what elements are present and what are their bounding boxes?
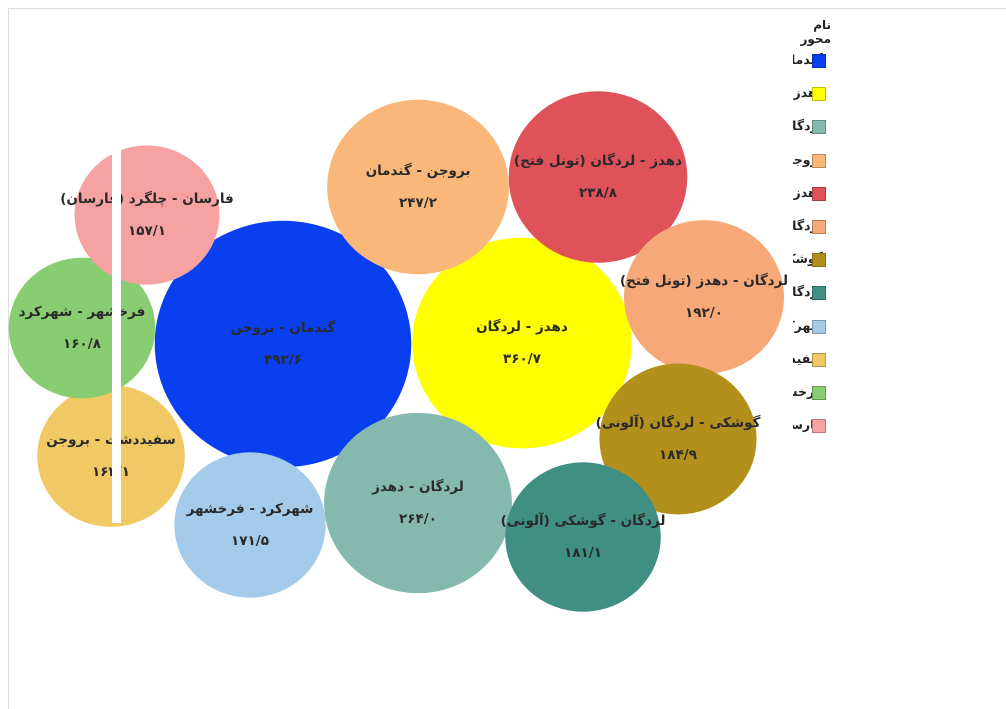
bubble-circle: [174, 452, 326, 598]
legend-swatch: [812, 386, 826, 400]
legend-item: لردگان - دهدز (تونل فتح): [793, 217, 1006, 237]
legend-swatch: [812, 352, 826, 367]
bubble-value-label: ۱۷۱/۵: [231, 533, 269, 549]
bubble-circle: [599, 363, 757, 515]
legend-swatch: [812, 286, 826, 301]
bubble-value-label: ۱۶۰/۸: [63, 336, 102, 352]
bubble-name-label: فارسان - چلگرد (فارسان): [60, 190, 234, 207]
bubble-circle: [154, 220, 412, 468]
legend-swatch: [812, 220, 826, 234]
legend: نام محور گندمان - بروجن دهدز - لردگان لردگ…: [793, 18, 1006, 458]
bubble-name-label: لردگان - دهدز (تونل فتح): [620, 272, 788, 289]
bubble-name-label: لردگان - گوشکی (آلونی): [501, 512, 666, 529]
bubble-4: دهدز - لردگان (تونل فتح) ۲۳۸/۸: [508, 91, 688, 263]
bubble-circle: [505, 462, 661, 612]
bubble-6: گوشکی - لردگان (آلونی) ۱۸۴/۹: [596, 363, 761, 515]
bubble-circle: [324, 412, 512, 594]
bubble-value-label: ۱۵۷/۱: [128, 223, 166, 239]
legend-item: دهدز - لردگان: [793, 84, 1006, 104]
bubble-circle: [412, 237, 632, 449]
bubble-7: لردگان - گوشکی (آلونی) ۱۸۱/۱: [501, 462, 666, 612]
bubble-9: سفیددشت - بروجن ۱۶۳/۱: [37, 385, 185, 527]
bubble-name-label: بروجن - گندمان: [366, 162, 471, 179]
legend-item: شهرکرد - فرخشهر: [793, 317, 1006, 337]
bubble-circle: [37, 385, 185, 527]
legend-item: لردگان - گوشکی (آلونی): [793, 283, 1006, 303]
bubble-5: لردگان - دهدز (تونل فتح) ۱۹۲/۰: [620, 220, 788, 374]
bubble-0: گندمان - بروجن ۴۹۲/۶: [154, 220, 412, 468]
bubble-name-label: دهدز - لردگان: [476, 318, 568, 335]
bubble-name-label: سفیددشت - بروجن: [46, 432, 176, 448]
legend-item: فرخشهر - شهرکرد: [793, 383, 1006, 403]
bubble-value-label: ۱۸۱/۱: [564, 545, 602, 561]
bubble-circle: [327, 99, 509, 275]
legend-swatch: [812, 153, 826, 168]
bubble-name-label: گوشکی - لردگان (آلونی): [596, 414, 761, 431]
bubble-name-label: لردگان - دهدز: [371, 478, 464, 495]
bubble-value-label: ۲۴۷/۲: [399, 195, 438, 211]
bubble-name-label: شهرکرد - فرخشهر: [186, 501, 314, 517]
bubble-name-label: گندمان - بروجن: [231, 319, 336, 336]
legend-swatch: [812, 120, 826, 135]
bubble-circle: [74, 145, 220, 285]
legend-item: گوشکی - لردگان (آلونی): [793, 250, 1006, 270]
legend-title: نام محور: [800, 18, 831, 46]
bubble-value-label: ۱۸۴/۹: [659, 447, 697, 463]
bubble-value-label: ۱۹۲/۰: [685, 305, 723, 321]
legend-item: فارسان - چلگرد (فارسان): [793, 416, 1006, 436]
bubble-value-label: ۳۶۰/۷: [503, 351, 542, 367]
bubble-circle: [623, 220, 785, 374]
bubble-value-label: ۲۳۸/۸: [579, 185, 618, 201]
legend-item: لردگان - دهدز: [793, 117, 1006, 137]
legend-swatch: [812, 186, 826, 201]
bubble-name-label: فرخشهر - شهرکرد: [19, 304, 146, 320]
legend-item: دهدز - لردگان (تونل فتح): [793, 184, 1006, 204]
bubble-8: شهرکرد - فرخشهر ۱۷۱/۵: [174, 452, 326, 598]
bubble-value-label: ۴۹۲/۶: [264, 352, 302, 368]
legend-swatch: [812, 419, 826, 434]
legend-item: بروجن - گندمان: [793, 151, 1006, 171]
bubble-circle: [508, 91, 688, 263]
bubble-name-label: دهدز - لردگان (تونل فتح): [514, 152, 682, 169]
bubble-3: بروجن - گندمان ۲۴۷/۲: [327, 99, 509, 275]
legend-item: سفیددشت - بروجن: [793, 350, 1006, 370]
legend-swatch: [812, 87, 826, 102]
legend-swatch: [812, 253, 826, 268]
bubble-value-label: ۱۶۳/۱: [92, 464, 130, 480]
white-band-artifact: [112, 148, 121, 523]
legend-swatch: [812, 54, 826, 68]
legend-swatch: [812, 319, 826, 334]
legend-item: گندمان - بروجن: [793, 51, 1006, 71]
bubble-2: لردگان - دهدز ۲۶۴/۰: [324, 412, 512, 594]
bubble-value-label: ۲۶۴/۰: [399, 511, 437, 527]
bubble-1: دهدز - لردگان ۳۶۰/۷: [412, 237, 632, 449]
bubble-11: فارسان - چلگرد (فارسان) ۱۵۷/۱: [60, 145, 234, 285]
